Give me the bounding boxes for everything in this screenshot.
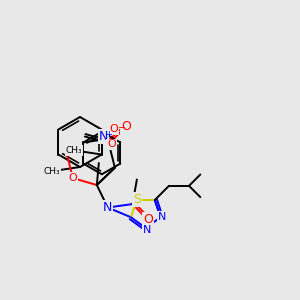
Text: O: O xyxy=(68,173,77,183)
Text: N: N xyxy=(103,201,112,214)
Text: CH₃: CH₃ xyxy=(44,167,60,176)
Text: O: O xyxy=(109,124,118,134)
Text: N: N xyxy=(158,212,167,222)
Text: −: − xyxy=(118,123,127,134)
Text: O: O xyxy=(121,120,131,133)
Text: S: S xyxy=(133,194,141,206)
Text: CH₃: CH₃ xyxy=(65,146,82,155)
Text: O: O xyxy=(107,140,116,149)
Text: N: N xyxy=(99,130,108,143)
Text: N: N xyxy=(142,225,151,235)
Text: +: + xyxy=(105,130,112,139)
Text: O: O xyxy=(143,213,153,226)
